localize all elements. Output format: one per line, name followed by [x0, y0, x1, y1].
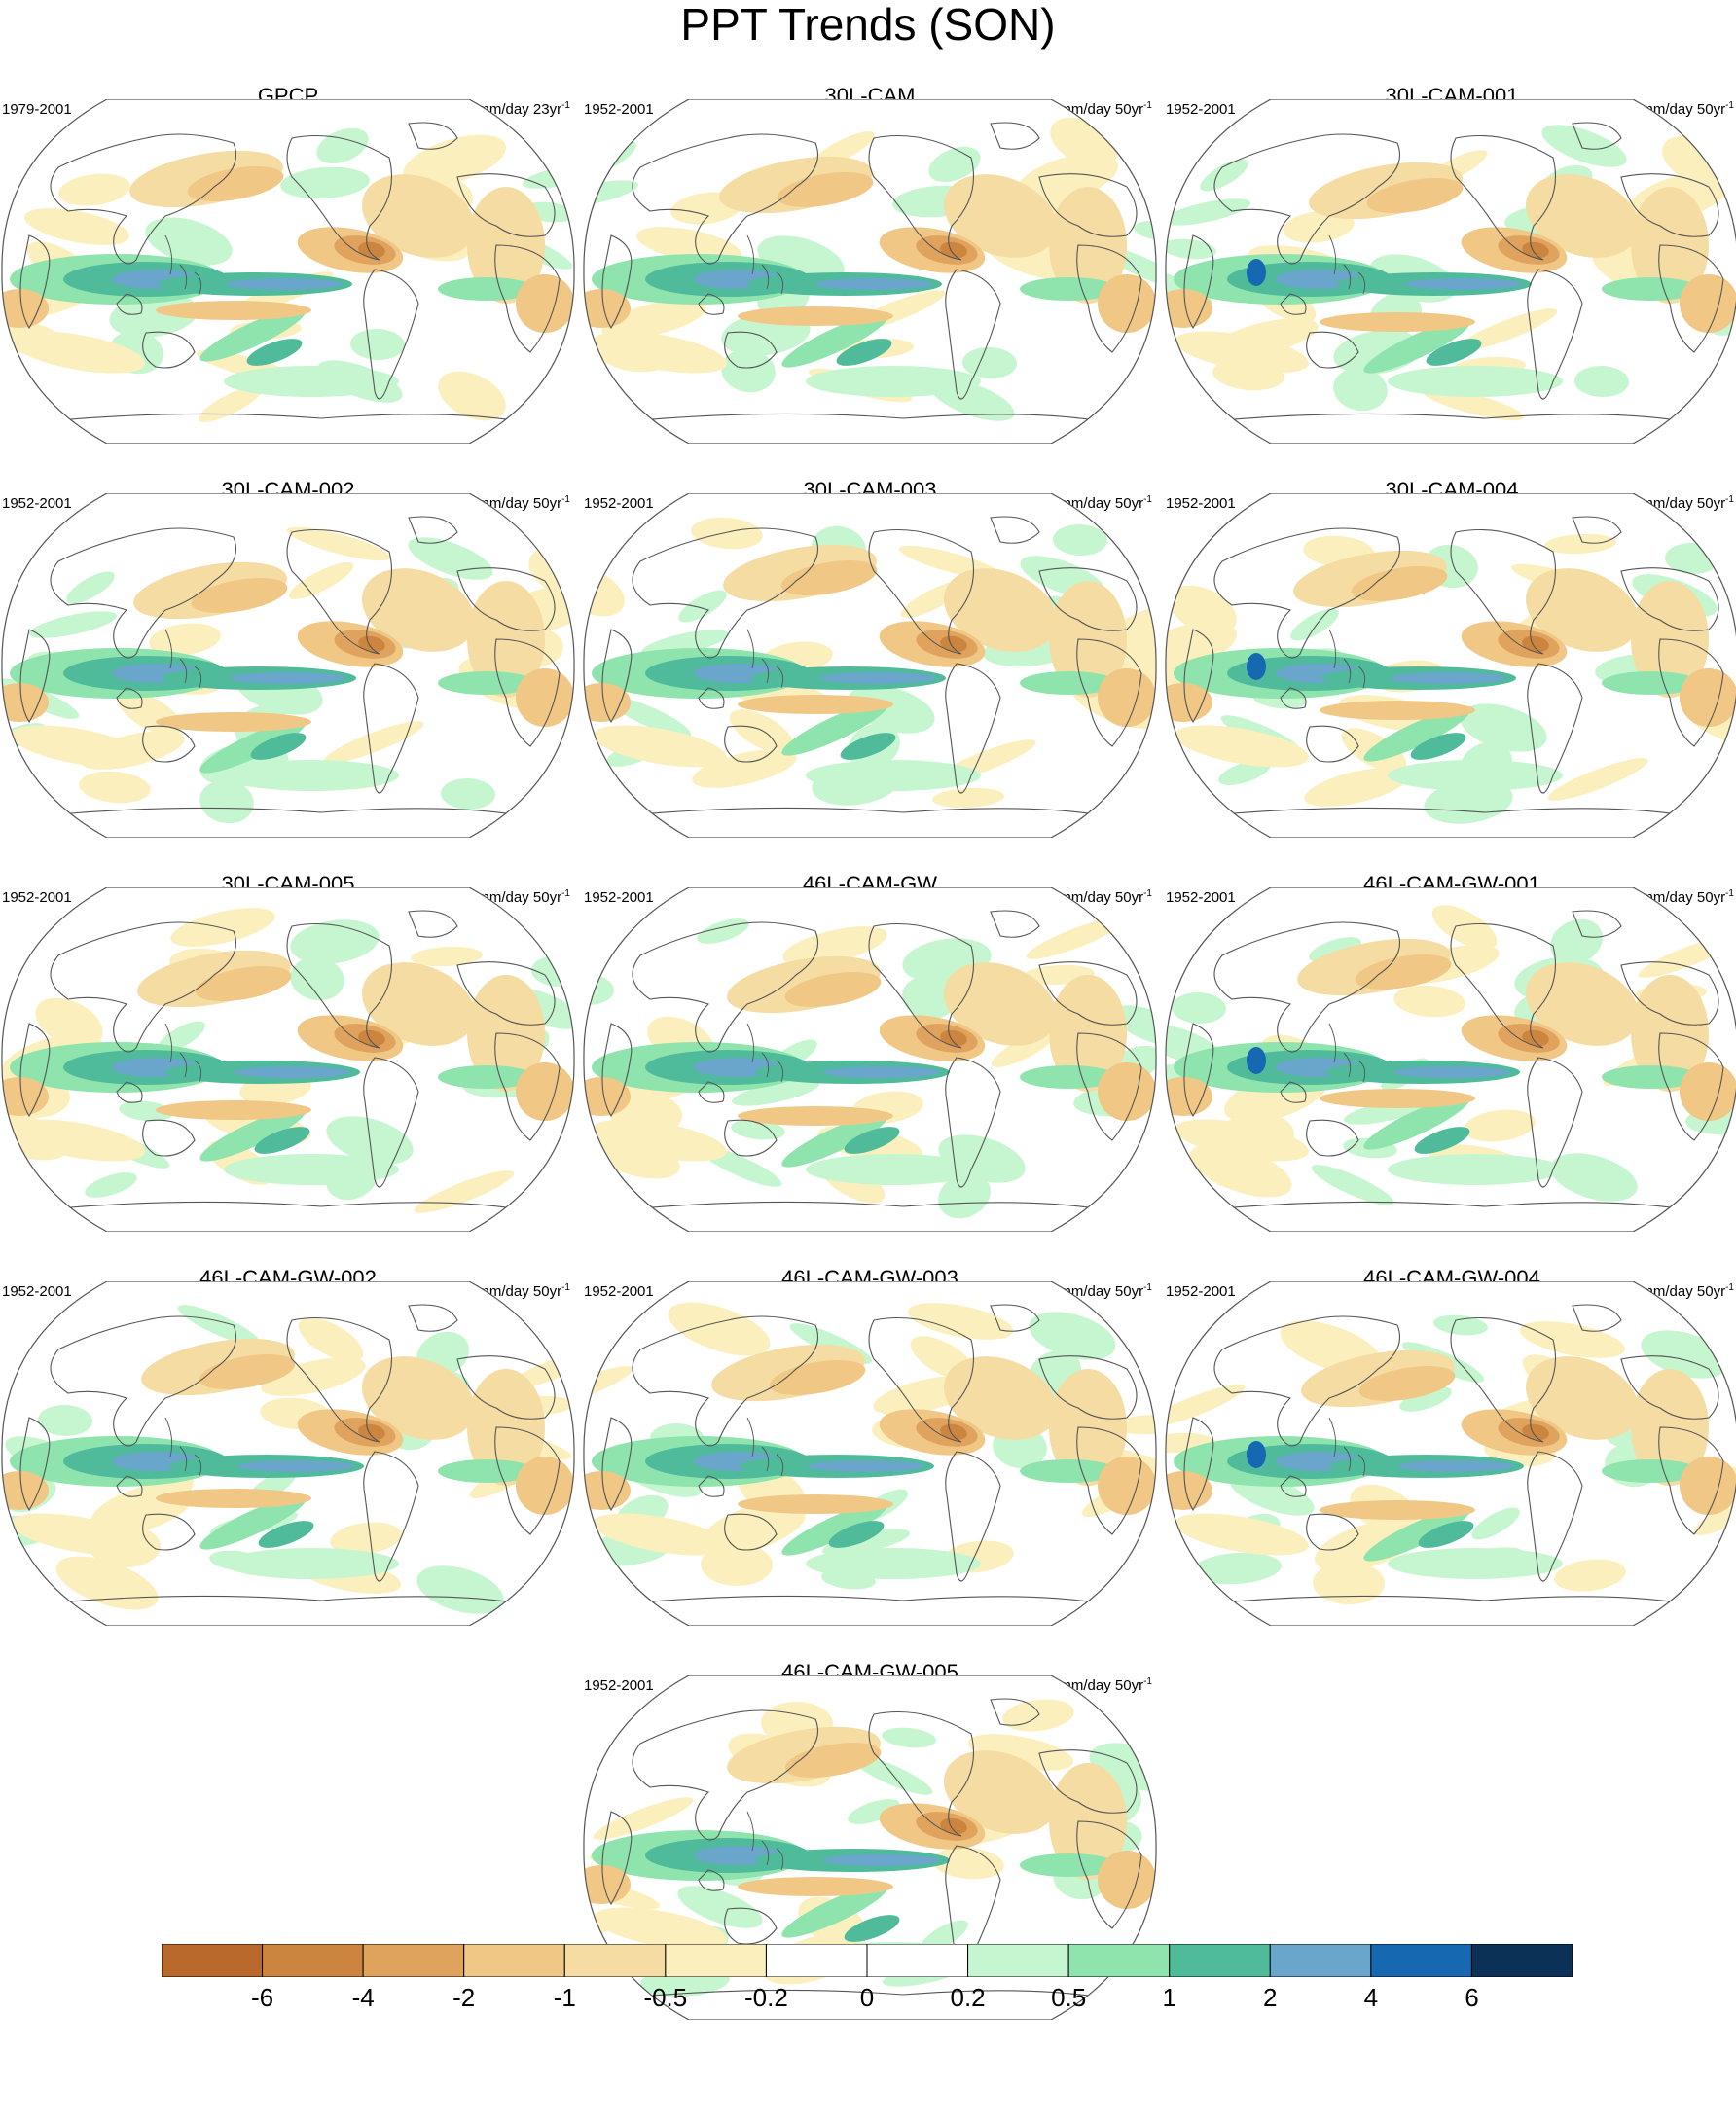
robinson-map [1165, 493, 1736, 838]
panel-units: mm/day 50yr-1 [477, 1282, 570, 1300]
map-panel: GPCP 1979-2001 mm/day 23yr-1 [0, 84, 576, 444]
panel-units: mm/day 50yr-1 [477, 494, 570, 512]
map-panel: 30L-CAM-004 1952-2001 mm/day 50yr-1 [1164, 478, 1736, 838]
colorbar-box [1370, 1944, 1472, 1977]
panel-period: 1952-2001 [2, 495, 72, 512]
colorbar-box [162, 1944, 264, 1977]
panel-units: mm/day 23yr-1 [477, 100, 570, 118]
colorbar-tick-label: 6 [1465, 1983, 1479, 2012]
map-panel: 46L-CAM-GW-003 1952-2001 mm/day 50yr-1 [582, 1266, 1158, 1626]
panel-period: 1952-2001 [2, 1283, 72, 1300]
colorbar-box [967, 1944, 1069, 1977]
colorbar-tick-label: 1 [1162, 1983, 1176, 2012]
colorbar-tick-label: 2 [1263, 1983, 1278, 2012]
panel-period: 1952-2001 [584, 495, 654, 512]
robinson-map [583, 99, 1157, 444]
colorbar-box [1169, 1944, 1271, 1977]
map-panel: 46L-CAM-GW 1952-2001 mm/day 50yr-1 [582, 872, 1158, 1232]
panel-period: 1952-2001 [2, 889, 72, 906]
panel-period: 1952-2001 [584, 1677, 654, 1694]
panel-period: 1952-2001 [584, 1283, 654, 1300]
colorbar-box [765, 1944, 868, 1977]
robinson-map [1, 887, 575, 1232]
robinson-map [1, 99, 575, 444]
colorbar-tick-label: -0.5 [643, 1983, 688, 2012]
panel-units: mm/day 50yr-1 [1641, 888, 1734, 906]
map-panel: 30L-CAM-001 1952-2001 mm/day 50yr-1 [1164, 84, 1736, 444]
colorbar-tick-label: -2 [452, 1983, 476, 2012]
robinson-map [1165, 887, 1736, 1232]
colorbar-tick-label: -6 [251, 1983, 274, 2012]
panel-units: mm/day 50yr-1 [1059, 1282, 1152, 1300]
panel-period: 1952-2001 [1166, 101, 1236, 118]
colorbar-tick-label: 0 [859, 1983, 875, 2012]
colorbar-tick-label: -4 [351, 1983, 375, 2012]
map-panel: 30L-CAM-005 1952-2001 mm/day 50yr-1 [0, 872, 576, 1232]
colorbar-tick-label: -1 [553, 1983, 576, 2012]
map-panel: 30L-CAM-003 1952-2001 mm/day 50yr-1 [582, 478, 1158, 838]
map-panel: 46L-CAM-GW-002 1952-2001 mm/day 50yr-1 [0, 1266, 576, 1626]
robinson-map [1, 1281, 575, 1626]
colorbar-tick-label: 0.2 [950, 1983, 986, 2012]
map-panel: 46L-CAM-GW-001 1952-2001 mm/day 50yr-1 [1164, 872, 1736, 1232]
colorbar-box [665, 1944, 767, 1977]
colorbar-box [463, 1944, 565, 1977]
panel-units: mm/day 50yr-1 [1059, 100, 1152, 118]
colorbar-box [563, 1944, 667, 1977]
map-panel: 30L-CAM 1952-2001 mm/day 50yr-1 [582, 84, 1158, 444]
panel-period: 1979-2001 [2, 101, 72, 118]
colorbar [162, 1944, 1573, 1977]
robinson-map [1165, 1281, 1736, 1626]
panel-units: mm/day 50yr-1 [1059, 888, 1152, 906]
colorbar-tick-label: 0.5 [1051, 1983, 1087, 2012]
panel-period: 1952-2001 [1166, 889, 1236, 906]
panel-units: mm/day 50yr-1 [1059, 1676, 1152, 1694]
panel-units: mm/day 50yr-1 [477, 888, 570, 906]
colorbar-box [1470, 1944, 1573, 1977]
panel-units: mm/day 50yr-1 [1641, 100, 1734, 118]
panel-period: 1952-2001 [584, 889, 654, 906]
colorbar-tick-label: -0.2 [744, 1983, 788, 2012]
panel-units: mm/day 50yr-1 [1059, 494, 1152, 512]
panel-units: mm/day 50yr-1 [1641, 1282, 1734, 1300]
colorbar-box [1067, 1944, 1171, 1977]
robinson-map [1165, 99, 1736, 444]
colorbar-box [1269, 1944, 1372, 1977]
robinson-map [583, 1281, 1157, 1626]
panel-period: 1952-2001 [1166, 495, 1236, 512]
panel-units: mm/day 50yr-1 [1641, 494, 1734, 512]
colorbar-tick-label: 4 [1363, 1983, 1379, 2012]
panel-period: 1952-2001 [1166, 1283, 1236, 1300]
colorbar-box [262, 1944, 364, 1977]
map-panel: 46L-CAM-GW-004 1952-2001 mm/day 50yr-1 [1164, 1266, 1736, 1626]
figure-title: PPT Trends (SON) [680, 0, 1056, 50]
robinson-map [583, 887, 1157, 1232]
map-panel: 30L-CAM-002 1952-2001 mm/day 50yr-1 [0, 478, 576, 838]
panel-period: 1952-2001 [584, 101, 654, 118]
robinson-map [1, 493, 575, 838]
colorbar-box [866, 1944, 969, 1977]
colorbar-labels: -6 -4 -2 -1 -0.5 -0.2 0 0.2 0.5 1 2 4 6 [162, 1981, 1573, 2020]
colorbar-box [362, 1944, 465, 1977]
robinson-map [583, 493, 1157, 838]
